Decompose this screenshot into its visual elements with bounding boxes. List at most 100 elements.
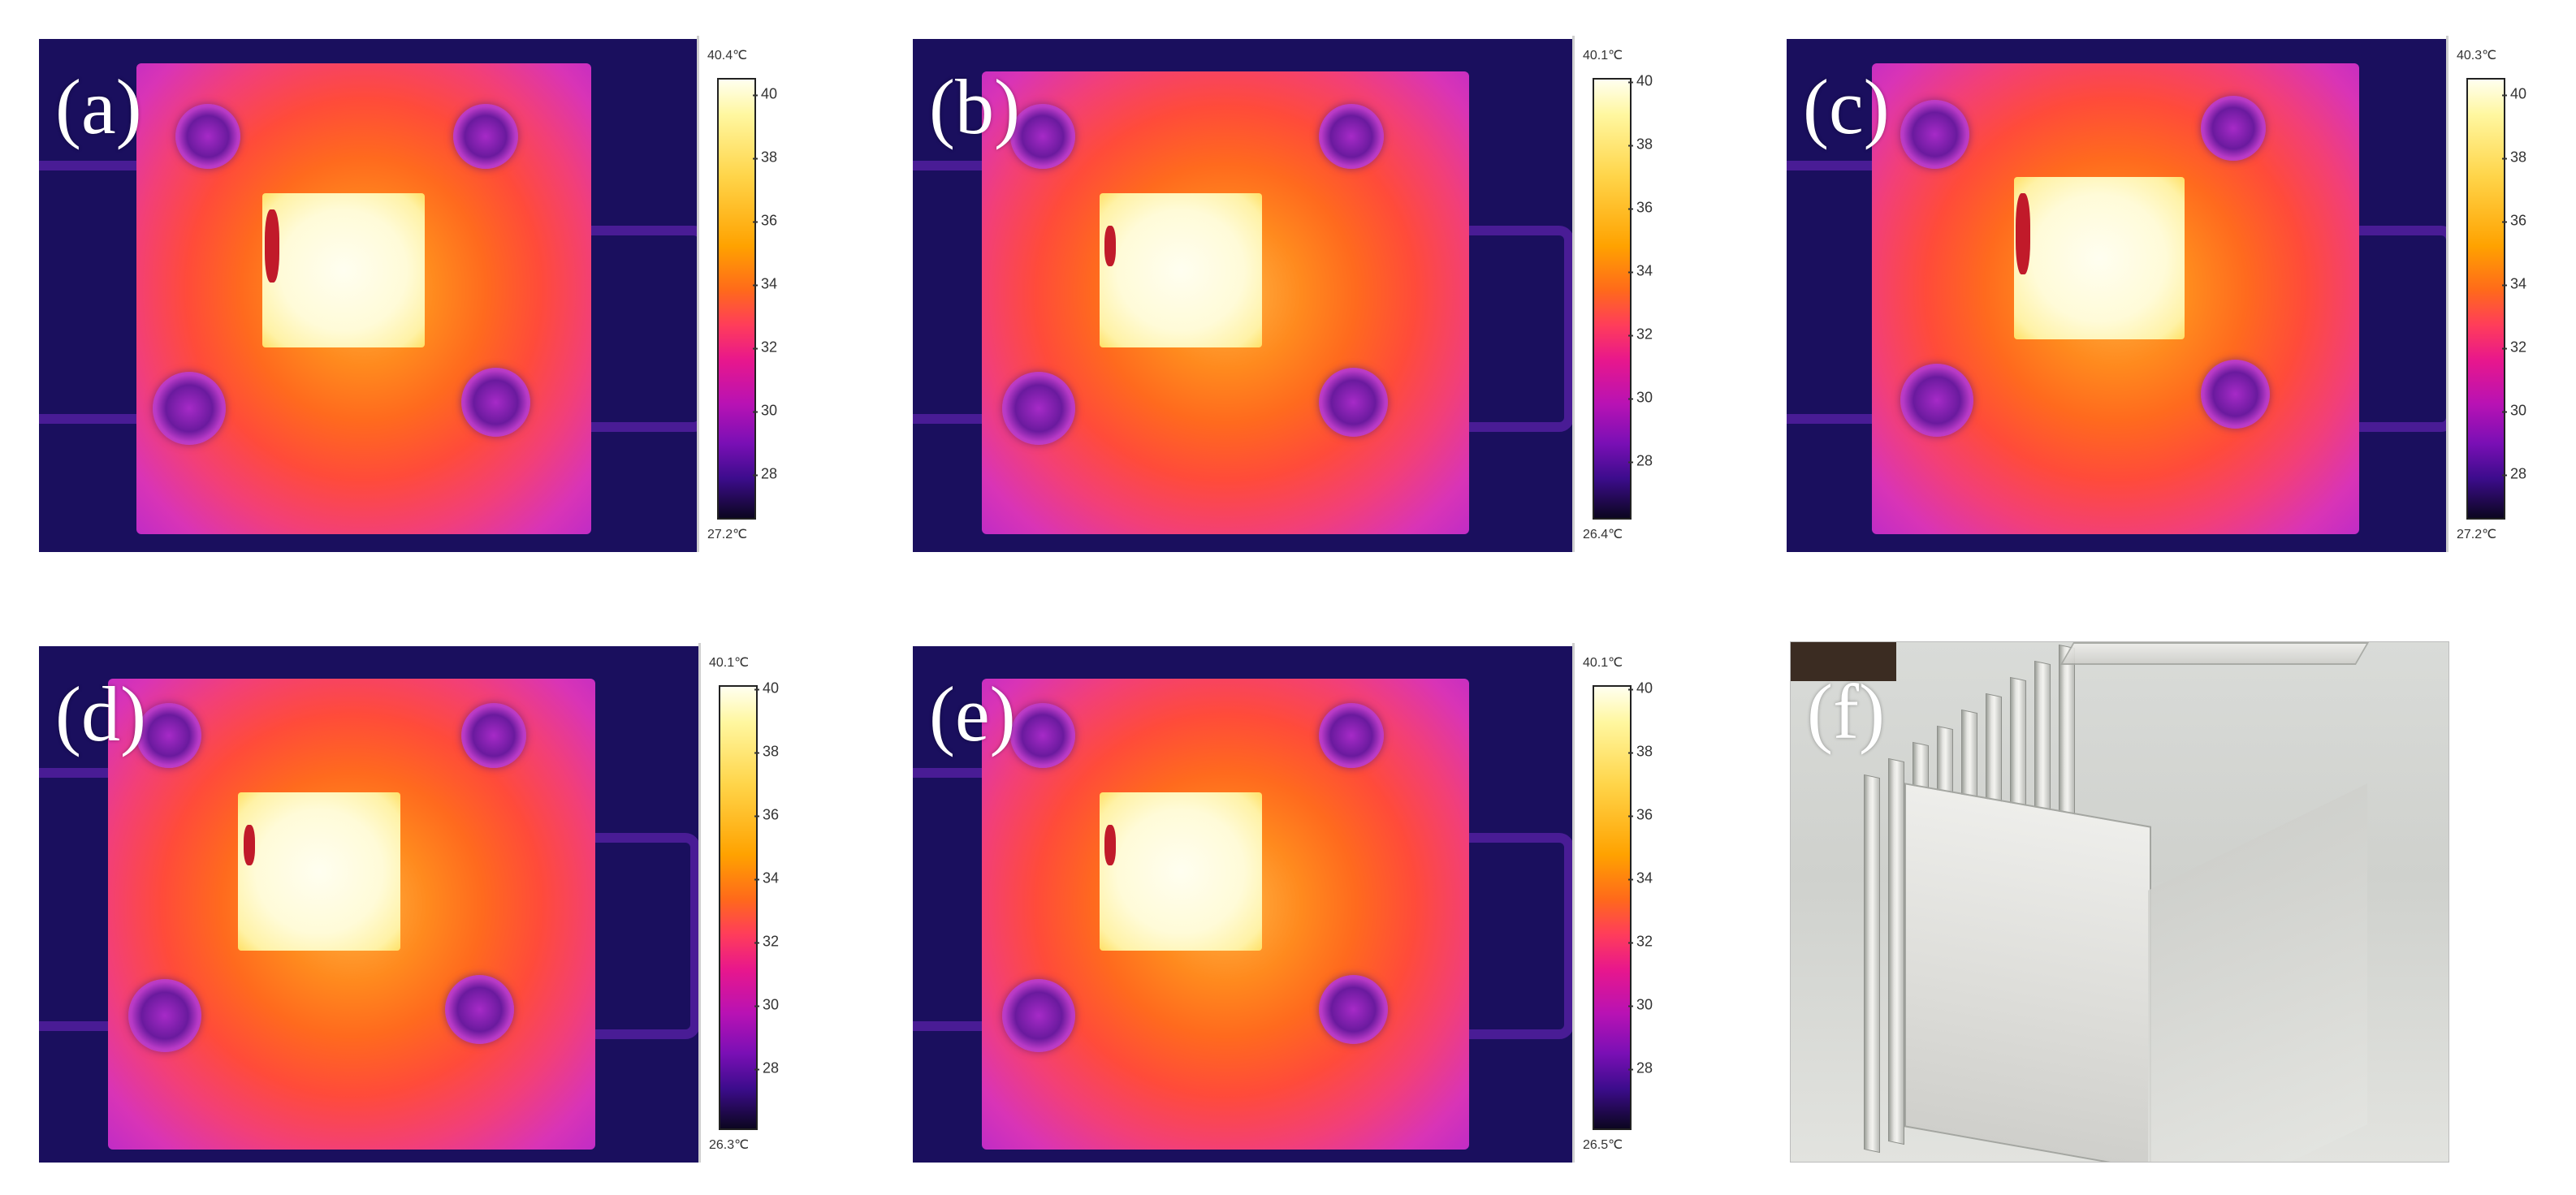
tick-label: 40 [2501, 85, 2527, 102]
thermal-panel-b: (b) 40.1℃ 40 38 36 34 32 30 28 26.4℃ [913, 36, 1676, 552]
panel-label: (c) [1803, 63, 1890, 150]
colorbar-min: 27.2℃ [707, 528, 748, 541]
tick-label: 36 [1627, 199, 1653, 216]
thermal-panel-d: (d) 40.1℃ 40 38 36 34 32 30 28 26.3℃ [39, 643, 802, 1163]
thermal-panel-a: (a) 40.4℃ 40 38 36 34 32 30 28 27.2℃ [39, 36, 802, 552]
tick-label: 32 [752, 339, 778, 356]
tick-label: 40 [752, 85, 778, 102]
heat-sink-fin-side [2060, 642, 2370, 665]
tick-label: 30 [2501, 402, 2527, 419]
hotspot-edge-mark [1104, 226, 1116, 266]
thermal-panel-c: (c) 40.3℃ 40 38 36 34 32 30 28 27.2℃ [1787, 36, 2550, 552]
temperature-colorbar: 40.4℃ 40 38 36 34 32 30 28 27.2℃ [697, 36, 802, 552]
hotspot-edge-mark [244, 825, 255, 865]
panel-label: (a) [55, 63, 142, 150]
bolt-top-left [1010, 703, 1075, 768]
thermal-image [1787, 39, 2446, 552]
heat-sink-base [2148, 783, 2367, 1162]
heat-sink-front-face [1904, 783, 2151, 1162]
hotspot-edge-mark [1104, 825, 1116, 865]
tick-label: 34 [1627, 869, 1653, 887]
tick-label: 36 [752, 212, 778, 229]
tick-label: 40 [1627, 679, 1653, 697]
tick-label: 28 [2501, 465, 2527, 482]
bolt-top-right [1319, 703, 1384, 768]
bolt-top-left [1010, 104, 1075, 169]
bolt-top-right [2201, 96, 2266, 161]
thermal-panel-e: (e) 40.1℃ 40 38 36 34 32 30 28 26.5℃ [913, 643, 1676, 1163]
panel-label: (d) [55, 671, 146, 757]
temperature-colorbar: 40.1℃ 40 38 36 34 32 30 28 26.5℃ [1572, 643, 1676, 1163]
tick-label: 28 [1627, 1059, 1653, 1076]
tick-label: 30 [1627, 389, 1653, 406]
heat-sink-fin [1864, 774, 1880, 1154]
heat-sink-photo: (f) [1790, 641, 2449, 1163]
hotspot-edge-mark [265, 209, 279, 283]
colorbar-min: 26.3℃ [709, 1138, 750, 1152]
colorbar-max: 40.1℃ [1583, 49, 1623, 63]
bolt-top-right [1319, 104, 1384, 169]
bolt-bottom-right [445, 975, 514, 1044]
temperature-colorbar: 40.1℃ 40 38 36 34 32 30 28 26.3℃ [698, 643, 802, 1163]
bolt-bottom-right [461, 368, 530, 437]
colorbar-gradient [717, 78, 756, 520]
tick-label: 30 [752, 402, 778, 419]
tick-label: 28 [752, 465, 778, 482]
tick-label: 36 [1627, 806, 1653, 823]
tick-label: 38 [1627, 136, 1653, 153]
tick-label: 32 [2501, 339, 2527, 356]
tick-label: 40 [754, 679, 780, 697]
bolt-top-right [461, 703, 526, 768]
bolt-top-left [175, 104, 240, 169]
panel-label: (f) [1807, 668, 1885, 755]
bolt-top-left [136, 703, 201, 768]
colorbar-gradient [1593, 78, 1632, 520]
thermal-image [913, 646, 1572, 1163]
led-hotspot [1100, 193, 1262, 347]
heat-sink-fin [1888, 757, 1904, 1145]
tick-label: 30 [754, 996, 780, 1013]
bolt-top-right [453, 104, 518, 169]
bolt-top-left [1900, 100, 1969, 169]
led-hotspot [2014, 177, 2185, 339]
colorbar-min: 26.5℃ [1583, 1138, 1623, 1152]
bolt-bottom-left [1002, 372, 1075, 445]
bolt-bottom-left [128, 979, 201, 1052]
temperature-colorbar: 40.1℃ 40 38 36 34 32 30 28 26.4℃ [1572, 36, 1676, 552]
tick-label: 32 [1627, 933, 1653, 950]
bolt-bottom-right [1319, 368, 1388, 437]
bolt-bottom-left [1002, 979, 1075, 1052]
led-hotspot [238, 792, 400, 951]
led-hotspot [1100, 792, 1262, 951]
colorbar-gradient [719, 685, 758, 1130]
tick-label: 34 [1627, 262, 1653, 279]
bolt-bottom-right [1319, 975, 1388, 1044]
tick-label: 38 [754, 743, 780, 760]
colorbar-gradient [2466, 78, 2505, 520]
thermal-image [39, 646, 698, 1163]
bolt-bottom-left [153, 372, 226, 445]
dark-background-corner [1791, 642, 1896, 681]
tick-label: 34 [2501, 275, 2527, 292]
thermal-image [913, 39, 1572, 552]
tick-label: 28 [754, 1059, 780, 1076]
bolt-bottom-left [1900, 364, 1973, 437]
colorbar-gradient [1593, 685, 1632, 1130]
colorbar-max: 40.1℃ [709, 656, 750, 670]
colorbar-min: 27.2℃ [2457, 528, 2497, 541]
colorbar-min: 26.4℃ [1583, 528, 1623, 541]
tick-label: 34 [754, 869, 780, 887]
temperature-colorbar: 40.3℃ 40 38 36 34 32 30 28 27.2℃ [2446, 36, 2550, 552]
tick-label: 34 [752, 275, 778, 292]
colorbar-max: 40.3℃ [2457, 49, 2497, 63]
thermal-image [39, 39, 697, 552]
tick-label: 32 [1627, 326, 1653, 343]
bolt-bottom-right [2201, 360, 2270, 429]
tick-label: 30 [1627, 996, 1653, 1013]
tick-label: 28 [1627, 452, 1653, 469]
tick-label: 38 [752, 149, 778, 166]
tick-label: 36 [2501, 212, 2527, 229]
tick-label: 32 [754, 933, 780, 950]
colorbar-max: 40.4℃ [707, 49, 748, 63]
panel-label: (e) [929, 671, 1016, 757]
